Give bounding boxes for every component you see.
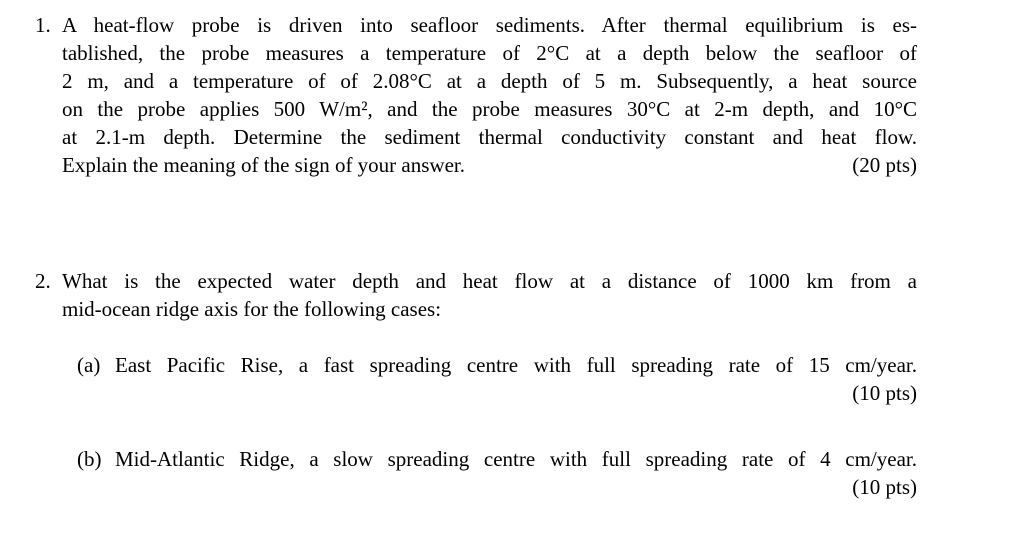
subitem-text-line: East Pacific Rise, a fast spreading cent… [115, 353, 917, 377]
problem-number: 1. [35, 13, 51, 37]
subitem-a: (a) East Pacific Rise, a fast spreading … [77, 351, 917, 407]
problem-body: A heat-flow probe is driven into seafloo… [62, 11, 917, 179]
problem-text-line: tablished, the probe measures a temperat… [62, 41, 917, 65]
document-page: 1. A heat-flow probe is driven into seaf… [35, 11, 917, 501]
problem-body: What is the expected water depth and hea… [62, 267, 917, 501]
problem-text-line: on the probe applies 500 W/m², and the p… [62, 97, 917, 121]
problem-text-line: Explain the meaning of the sign of your … [62, 153, 465, 177]
points-badge: (10 pts) [852, 381, 917, 405]
points-badge: (20 pts) [852, 153, 917, 177]
problem-last-line: Explain the meaning of the sign of your … [62, 151, 917, 179]
problem-text-line: What is the expected water depth and hea… [62, 269, 917, 293]
subitem-body: East Pacific Rise, a fast spreading cent… [115, 351, 917, 407]
subitem-b: (b) Mid-Atlantic Ridge, a slow spreading… [77, 445, 917, 501]
points-badge: (10 pts) [852, 475, 917, 499]
problem-text-line: A heat-flow probe is driven into seafloo… [62, 13, 917, 37]
subitem-label: (b) [77, 447, 102, 471]
problem-2: 2. What is the expected water depth and … [35, 267, 917, 501]
subitem-body: Mid-Atlantic Ridge, a slow spreading cen… [115, 445, 917, 501]
subitem-text-line: Mid-Atlantic Ridge, a slow spreading cen… [115, 447, 917, 471]
subitem-label: (a) [77, 353, 101, 377]
problem-1: 1. A heat-flow probe is driven into seaf… [35, 11, 917, 179]
problem-number: 2. [35, 269, 51, 293]
problem-text-line: mid-ocean ridge axis for the following c… [62, 297, 442, 321]
problem-text-line: at 2.1-m depth. Determine the sediment t… [62, 125, 917, 149]
problem-text-line: 2 m, and a temperature of of 2.08°C at a… [62, 69, 917, 93]
